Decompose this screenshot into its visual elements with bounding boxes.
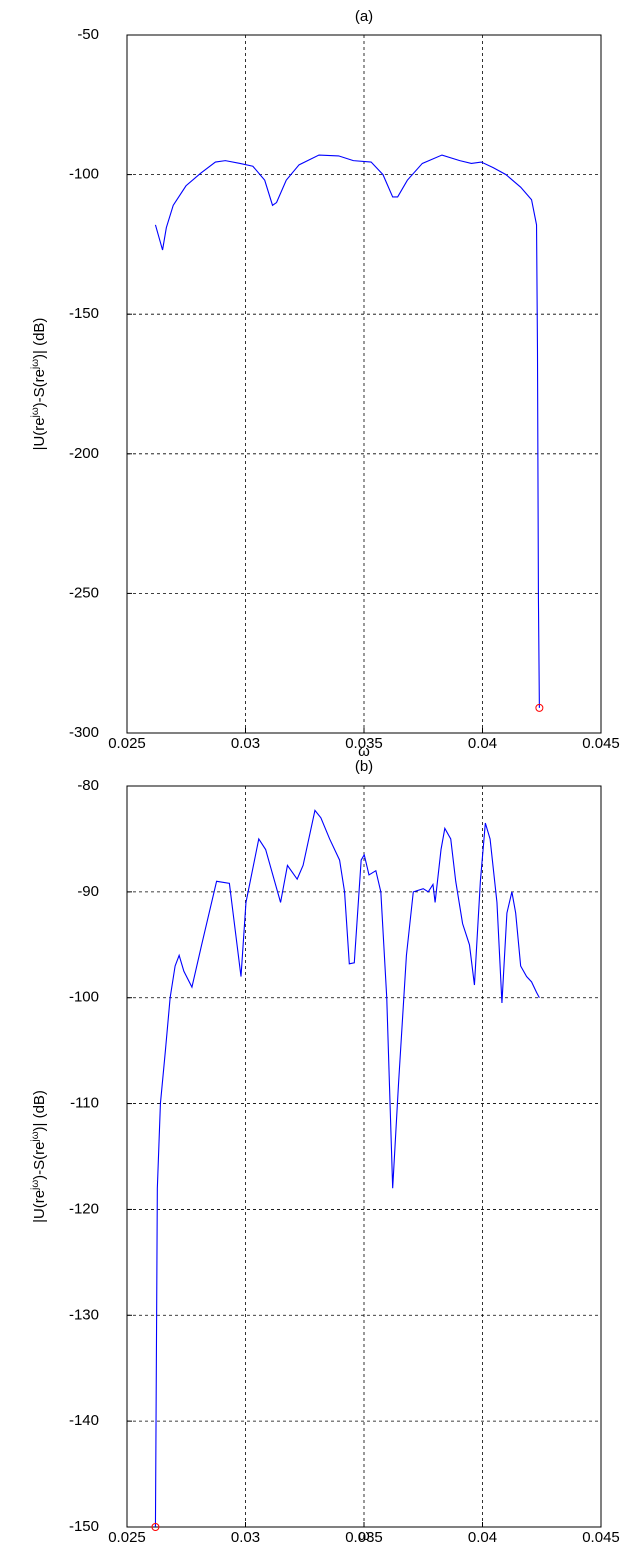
x-tick-label: 0.035 (345, 735, 383, 752)
y-tick-label: -250 (69, 584, 99, 601)
y-tick-label: -130 (69, 1306, 99, 1323)
data-line (154, 154, 540, 708)
y-axis-label: |U(rejω)-S(rejω)| (dB) (30, 318, 48, 451)
x-tick-label: 0.025 (108, 1529, 146, 1543)
y-tick-label: -120 (69, 1200, 99, 1217)
y-tick-label: -300 (69, 724, 99, 741)
y-axis-label-part: )-S(re (31, 369, 48, 407)
y-tick-label: -100 (69, 989, 99, 1006)
end-marker (151, 1523, 160, 1531)
plot-frame (126, 34, 602, 734)
plot-area (127, 786, 601, 1527)
y-tick-label: -110 (70, 1095, 99, 1112)
x-axis-label: ω (358, 1527, 370, 1543)
y-axis-label-sup: jω (30, 359, 41, 370)
x-tick-label: 0.025 (108, 735, 146, 752)
x-axis-label: ω (358, 743, 370, 760)
y-axis-label-sup: jω (30, 1131, 41, 1142)
y-axis-label-sup: jω (30, 1180, 41, 1191)
data-line (154, 809, 540, 1528)
y-tick-label: -150 (69, 305, 99, 322)
x-tick-label: 0.04 (468, 735, 497, 752)
y-tick-label: -50 (77, 26, 99, 43)
x-tick-label: 0.03 (231, 1529, 260, 1543)
y-axis-label: |U(rejω)-S(rejω)| (dB) (30, 1090, 48, 1223)
y-axis-label-part: |U(re (31, 417, 48, 450)
end-marker (535, 703, 544, 712)
x-tick-label: 0.04 (468, 1529, 497, 1543)
y-axis-label-part: )-S(re (31, 1142, 48, 1180)
y-tick-label: -90 (77, 883, 99, 900)
y-axis-label-part: |U(re (31, 1190, 48, 1223)
y-tick-label: -80 (77, 777, 99, 794)
y-axis-label-part: )| (dB) (31, 1090, 48, 1131)
plot-frame (126, 785, 602, 1528)
y-tick-label: -100 (69, 166, 99, 183)
y-axis-label-part: )| (dB) (31, 318, 48, 359)
x-tick-label: 0.035 (345, 1529, 383, 1543)
y-tick-label: -150 (69, 1518, 99, 1535)
y-tick-label: -140 (69, 1412, 99, 1429)
chart-title: (b) (355, 758, 373, 775)
x-tick-label: 0.03 (231, 735, 260, 752)
y-axis-label-sup: jω (30, 407, 41, 418)
chart-title: (a) (355, 8, 373, 25)
x-tick-label: 0.045 (582, 735, 620, 752)
x-tick-label: 0.045 (582, 1529, 620, 1543)
y-tick-label: -200 (69, 445, 99, 462)
